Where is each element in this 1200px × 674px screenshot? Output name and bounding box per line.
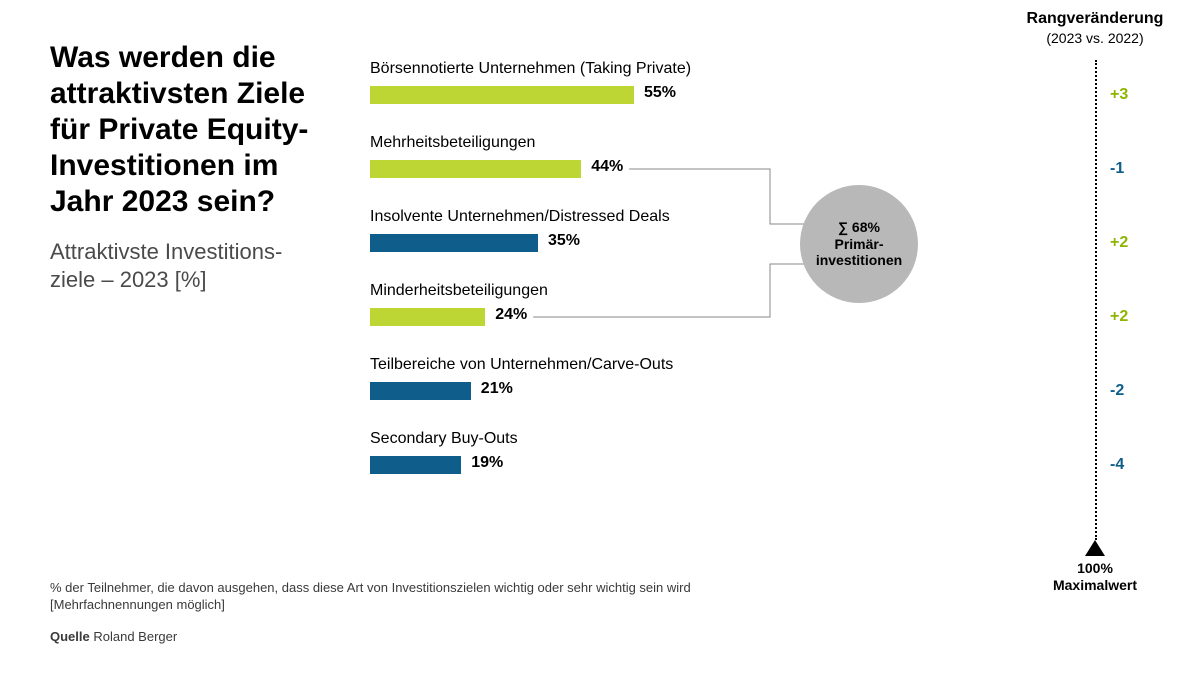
bar-track: 21%	[370, 382, 850, 400]
bar-fill	[370, 234, 538, 252]
rank-axis-line	[1095, 60, 1097, 540]
bar-value: 24%	[495, 306, 527, 324]
axis-max-marker-icon	[1085, 540, 1105, 556]
rank-change-value: -4	[1110, 456, 1170, 474]
bar-value: 35%	[548, 232, 580, 250]
rank-change-value: -1	[1110, 160, 1170, 178]
footnote-text: % der Teilnehmer, die davon ausgehen, da…	[50, 580, 691, 614]
rank-change-value: -2	[1110, 382, 1170, 400]
rank-change-value: +2	[1110, 308, 1170, 326]
bar-track: 44%	[370, 160, 850, 178]
callout-label-2: investitionen	[816, 252, 902, 269]
bar-fill	[370, 382, 471, 400]
bar-fill	[370, 160, 581, 178]
bar-label: Börsennotierte Unternehmen (Taking Priva…	[370, 60, 930, 78]
rank-change-value: +2	[1110, 234, 1170, 252]
callout-label-1: Primär-	[834, 236, 883, 253]
bar-value: 44%	[591, 158, 623, 176]
chart-page: Was werden die attraktivsten Ziele für P…	[0, 0, 1200, 674]
bar-track: 35%	[370, 234, 850, 252]
bar-value: 21%	[481, 380, 513, 398]
bar-fill	[370, 308, 485, 326]
source-line: Quelle Roland Berger	[50, 629, 177, 644]
bar-fill	[370, 86, 634, 104]
bar-row: Teilbereiche von Unternehmen/Carve-Outs 2…	[370, 356, 930, 400]
bar-track: 19%	[370, 456, 850, 474]
bar-label: Mehrheitsbeteiligungen	[370, 134, 930, 152]
axis-max-value: 100%	[1077, 560, 1113, 576]
bar-track: 24%	[370, 308, 850, 326]
rank-change-value: +3	[1110, 86, 1170, 104]
header-block: Was werden die attraktivsten Ziele für P…	[50, 40, 350, 293]
bar-label: Secondary Buy-Outs	[370, 430, 930, 448]
axis-max-text: Maximalwert	[1053, 577, 1137, 593]
bar-label: Teilbereiche von Unternehmen/Carve-Outs	[370, 356, 930, 374]
bar-track: 55%	[370, 86, 850, 104]
axis-max-label: 100% Maximalwert	[1020, 560, 1170, 594]
bar-row: Secondary Buy-Outs 19%	[370, 430, 930, 474]
bar-value: 55%	[644, 84, 676, 102]
bar-row: Mehrheitsbeteiligungen 44%	[370, 134, 930, 178]
source-value: Roland Berger	[93, 629, 177, 644]
rank-header-sub: (2023 vs. 2022)	[1020, 30, 1170, 46]
chart-title: Was werden die attraktivsten Ziele für P…	[50, 40, 350, 220]
source-label: Quelle	[50, 629, 90, 644]
chart-subtitle: Attraktivste Investitions-ziele – 2023 […	[50, 238, 350, 293]
rank-header-title: Rangveränderung	[1020, 10, 1170, 28]
rank-change-header: Rangveränderung (2023 vs. 2022)	[1020, 10, 1170, 46]
bar-row: Börsennotierte Unternehmen (Taking Priva…	[370, 60, 930, 104]
bar-value: 19%	[471, 454, 503, 472]
callout-sum: ∑ 68%	[838, 219, 880, 236]
bar-fill	[370, 456, 461, 474]
summary-callout: ∑ 68% Primär- investitionen	[800, 185, 918, 303]
